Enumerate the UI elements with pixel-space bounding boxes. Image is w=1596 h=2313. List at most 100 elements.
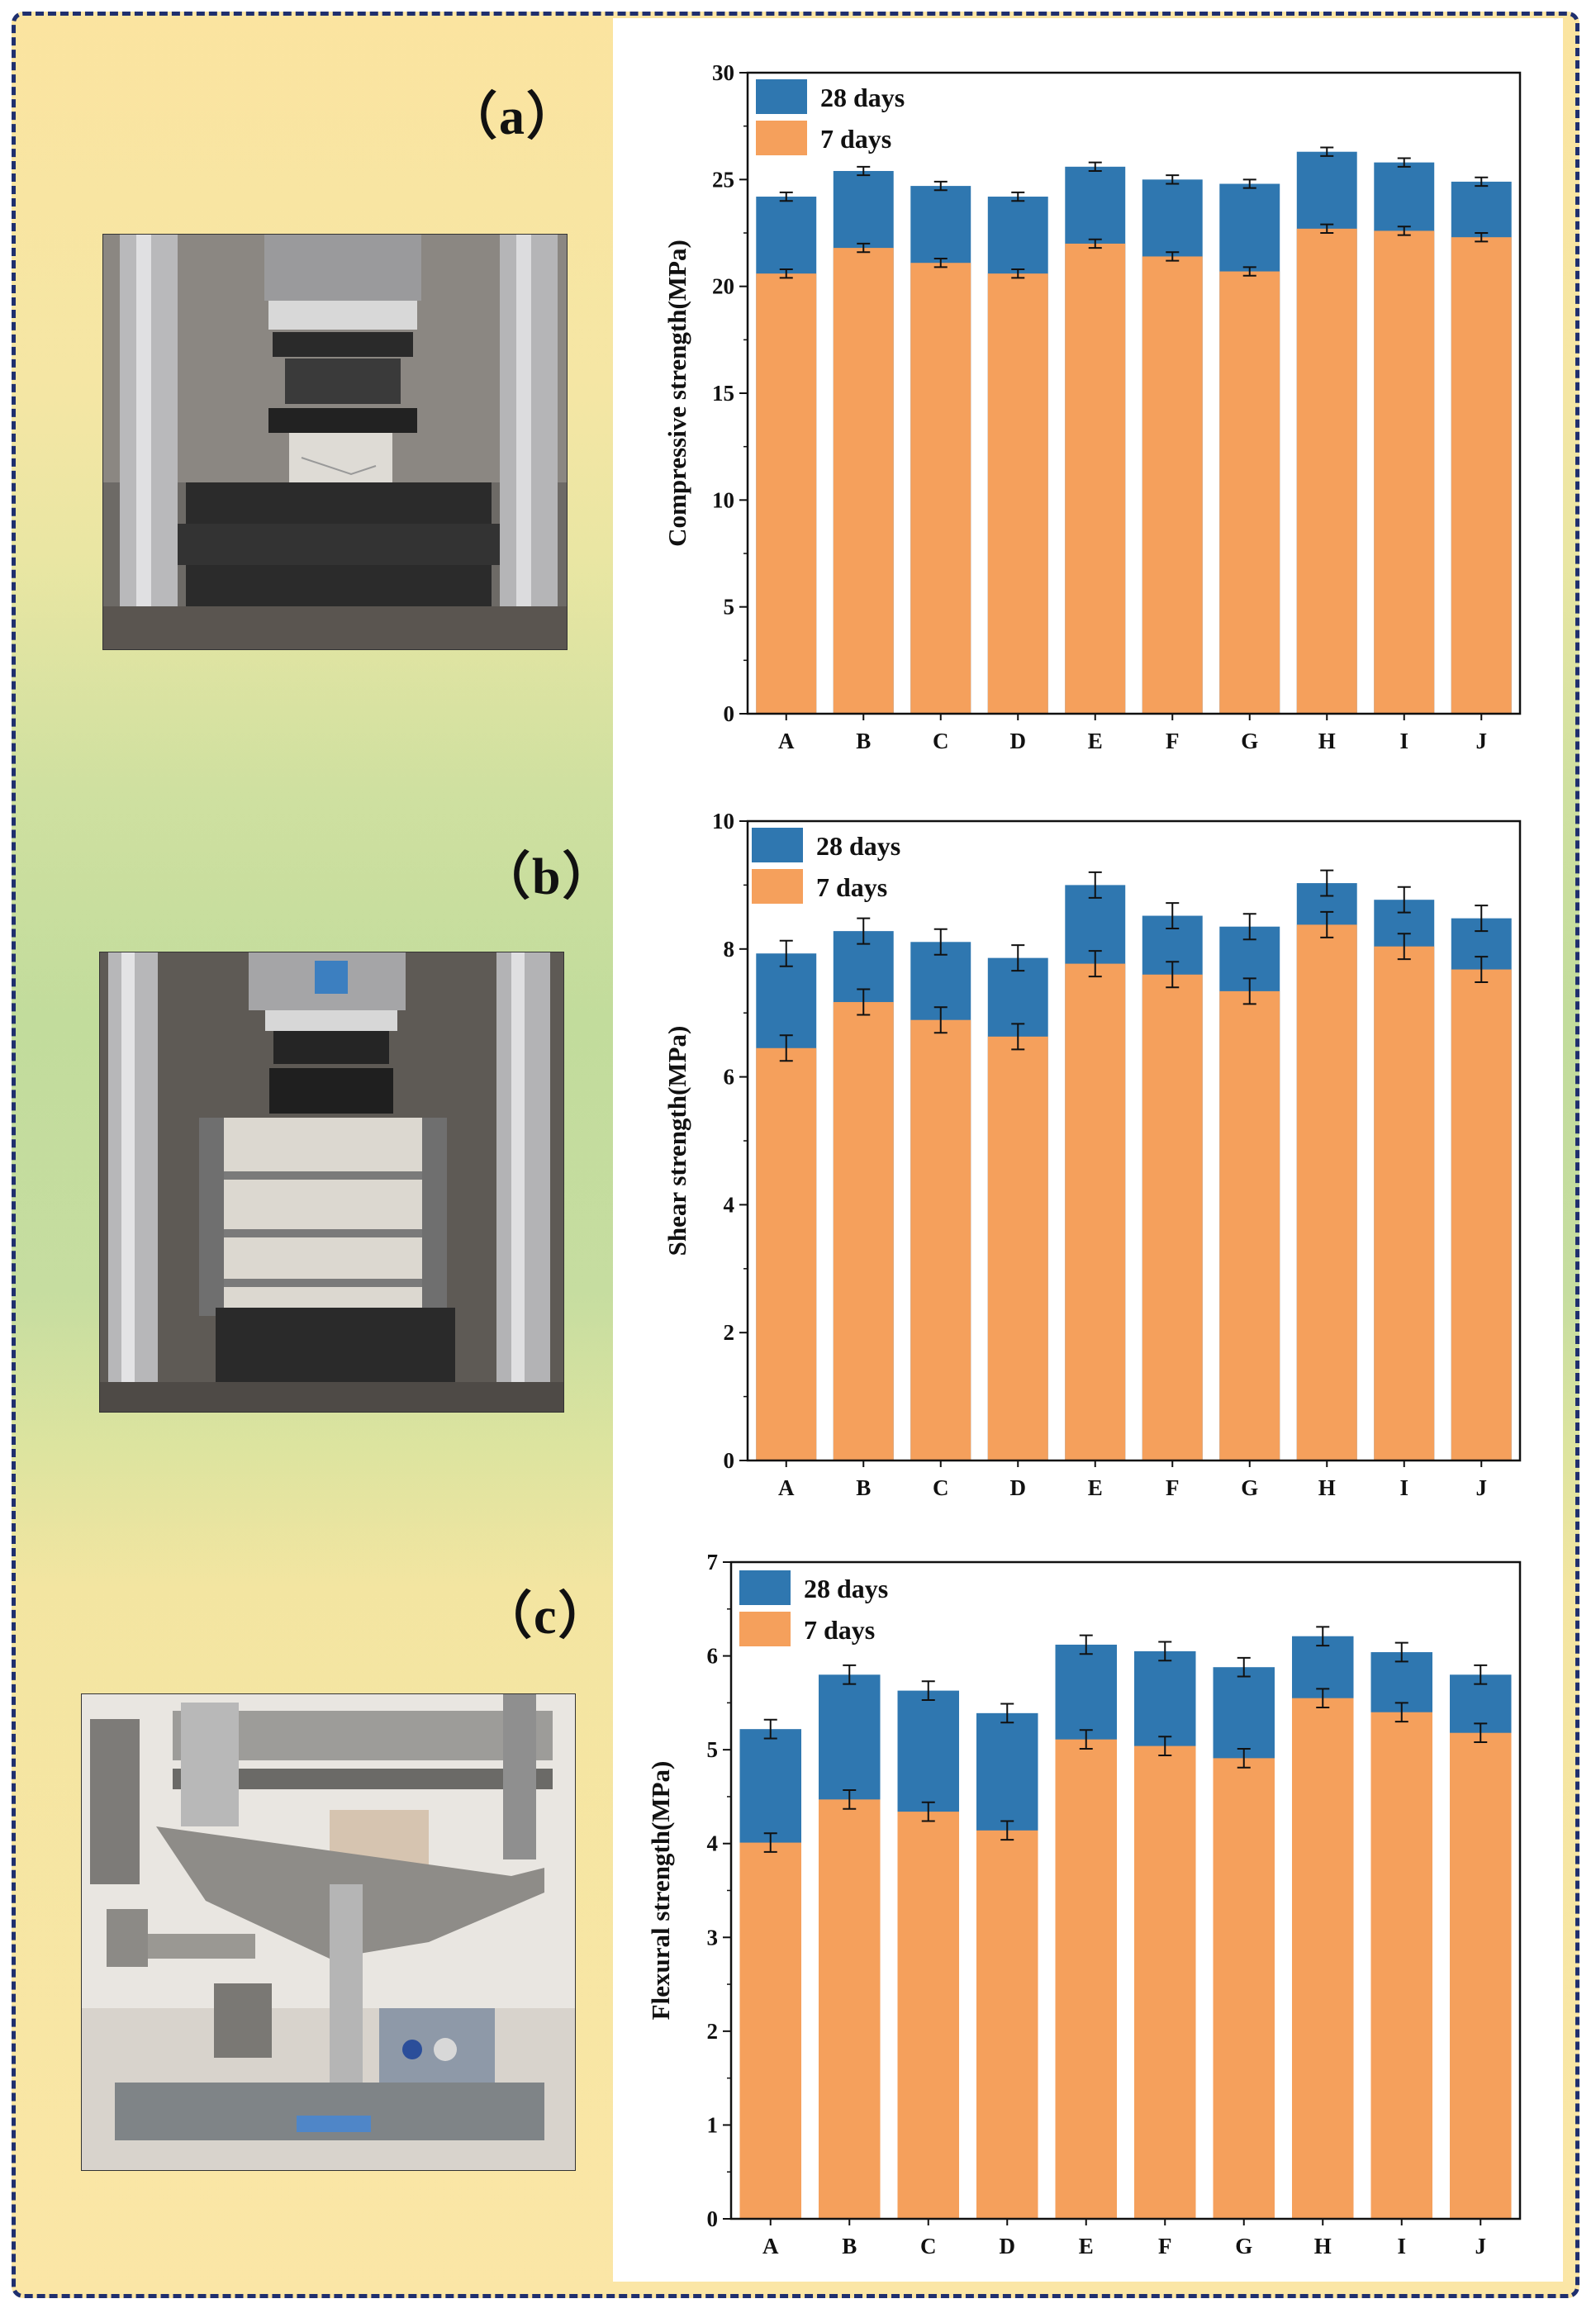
errorbar-7d-H (1320, 910, 1334, 938)
y-tick-label-0: 0 (707, 2206, 719, 2231)
panel-label-a: （a） (446, 89, 580, 145)
errorbar-7d-I (1394, 1702, 1408, 1723)
errorbar-7d-E (1088, 238, 1102, 249)
errorbar-7d-C (933, 1006, 948, 1034)
errorbar-28d-E (1079, 1634, 1093, 1655)
y-tick-label-6: 6 (707, 1644, 719, 1669)
y-tick-label-10: 10 (712, 487, 734, 512)
x-tick-label-D: D (1010, 1475, 1027, 1500)
errorbar-28d-A (779, 191, 793, 202)
panel-label-b: （b） (479, 849, 615, 905)
errorbar-7d-G (1237, 1748, 1251, 1769)
y-axis-title: Shear strength(MPa) (663, 1026, 691, 1256)
errorbar-28d-A (779, 939, 793, 967)
bar-7d-C (897, 1812, 959, 2219)
bar-7d-F (1142, 256, 1203, 714)
x-tick-label-I: I (1399, 1475, 1408, 1500)
y-tick-label-15: 15 (712, 381, 734, 406)
x-tick-label-F: F (1166, 1475, 1180, 1500)
x-tick-label-B: B (856, 1475, 871, 1500)
errorbar-7d-G (1242, 977, 1256, 1005)
errorbar-7d-J (1475, 956, 1489, 984)
bar-7d-G (1219, 990, 1280, 1460)
legend-label-7d: 7 days (816, 872, 887, 902)
x-tick-label-C: C (933, 1475, 949, 1500)
y-tick-label-30: 30 (712, 60, 734, 85)
bar-7d-B (819, 1799, 881, 2219)
x-tick-label-E: E (1088, 729, 1103, 753)
bar-7d-B (833, 1002, 894, 1460)
errorbar-28d-H (1320, 869, 1334, 897)
y-axis-title: Flexural strength(MPa) (646, 1761, 675, 2021)
y-tick-label-4: 4 (724, 1192, 735, 1217)
legend-swatch-28d (756, 79, 807, 114)
errorbar-28d-G (1237, 1656, 1251, 1678)
bar-7d-G (1213, 1758, 1275, 2219)
y-axis-title: Compressive strength(MPa) (663, 240, 691, 547)
y-tick-label-7: 7 (707, 1550, 719, 1574)
errorbar-7d-D (1000, 1820, 1014, 1841)
errorbar-7d-B (857, 242, 871, 254)
legend-label-7d: 7 days (820, 124, 891, 154)
errorbar-7d-B (857, 988, 871, 1016)
bar-7d-C (910, 263, 971, 714)
errorbar-28d-J (1474, 1664, 1488, 1685)
legend-swatch-28d (752, 828, 803, 862)
legend: 28 days 7 days (752, 828, 900, 904)
bar-7d-A (756, 273, 817, 714)
x-tick-label-C: C (920, 2234, 937, 2258)
y-tick-label-2: 2 (724, 1320, 735, 1345)
bar-7d-I (1370, 1712, 1432, 2219)
errorbar-28d-I (1397, 157, 1411, 168)
errorbar-28d-B (843, 1664, 857, 1685)
y-tick-label-5: 5 (707, 1737, 719, 1762)
legend: 28 days 7 days (739, 1570, 888, 1646)
errorbar-7d-C (921, 1801, 935, 1822)
x-tick-label-J: J (1475, 2234, 1487, 2258)
errorbar-28d-D (1000, 1703, 1014, 1724)
x-tick-label-G: G (1241, 729, 1258, 753)
bar-7d-J (1451, 969, 1512, 1460)
x-tick-label-A: A (778, 729, 795, 753)
errorbar-28d-F (1166, 902, 1180, 930)
chart-1: A B C D E F G H I J 0 2 4 6 8 10 Shear strength(MPa) 28 d… (663, 809, 1522, 1500)
y-tick-label-25: 25 (712, 167, 734, 192)
errorbar-28d-J (1475, 905, 1489, 933)
errorbar-7d-H (1320, 223, 1334, 234)
errorbar-7d-I (1397, 933, 1411, 961)
bar-7d-J (1451, 237, 1512, 714)
errorbar-7d-J (1475, 232, 1489, 243)
legend-label-28d: 28 days (804, 1574, 888, 1603)
errorbar-28d-E (1088, 161, 1102, 172)
bar-7d-E (1065, 243, 1126, 714)
legend-swatch-7d (752, 869, 803, 904)
x-tick-label-E: E (1088, 1475, 1103, 1500)
y-tick-label-10: 10 (712, 809, 734, 834)
x-tick-label-J: J (1476, 1475, 1488, 1500)
errorbar-28d-E (1088, 871, 1102, 899)
errorbar-7d-I (1397, 226, 1411, 236)
errorbar-7d-E (1088, 950, 1102, 978)
errorbar-28d-I (1394, 1641, 1408, 1663)
errorbar-28d-F (1166, 174, 1180, 185)
legend-swatch-7d (756, 121, 807, 155)
x-tick-label-I: I (1397, 2234, 1406, 2258)
panel-label-c: （c） (481, 1589, 611, 1645)
x-tick-label-C: C (933, 729, 949, 753)
errorbar-28d-J (1475, 176, 1489, 188)
errorbar-28d-C (933, 180, 948, 192)
errorbar-28d-H (1320, 146, 1334, 157)
errorbar-28d-H (1316, 1626, 1330, 1647)
x-tick-label-H: H (1314, 2234, 1332, 2258)
x-tick-label-H: H (1318, 729, 1336, 753)
errorbar-28d-G (1242, 178, 1256, 189)
legend-label-7d: 7 days (804, 1615, 875, 1645)
x-tick-label-G: G (1241, 1475, 1258, 1500)
y-tick-label-6: 6 (724, 1065, 735, 1090)
errorbar-28d-B (857, 917, 871, 945)
errorbar-28d-I (1397, 886, 1411, 914)
bar-7d-D (976, 1830, 1038, 2219)
bar-7d-F (1142, 974, 1203, 1460)
shear-test-photo (99, 952, 564, 1413)
x-tick-label-I: I (1399, 729, 1408, 753)
